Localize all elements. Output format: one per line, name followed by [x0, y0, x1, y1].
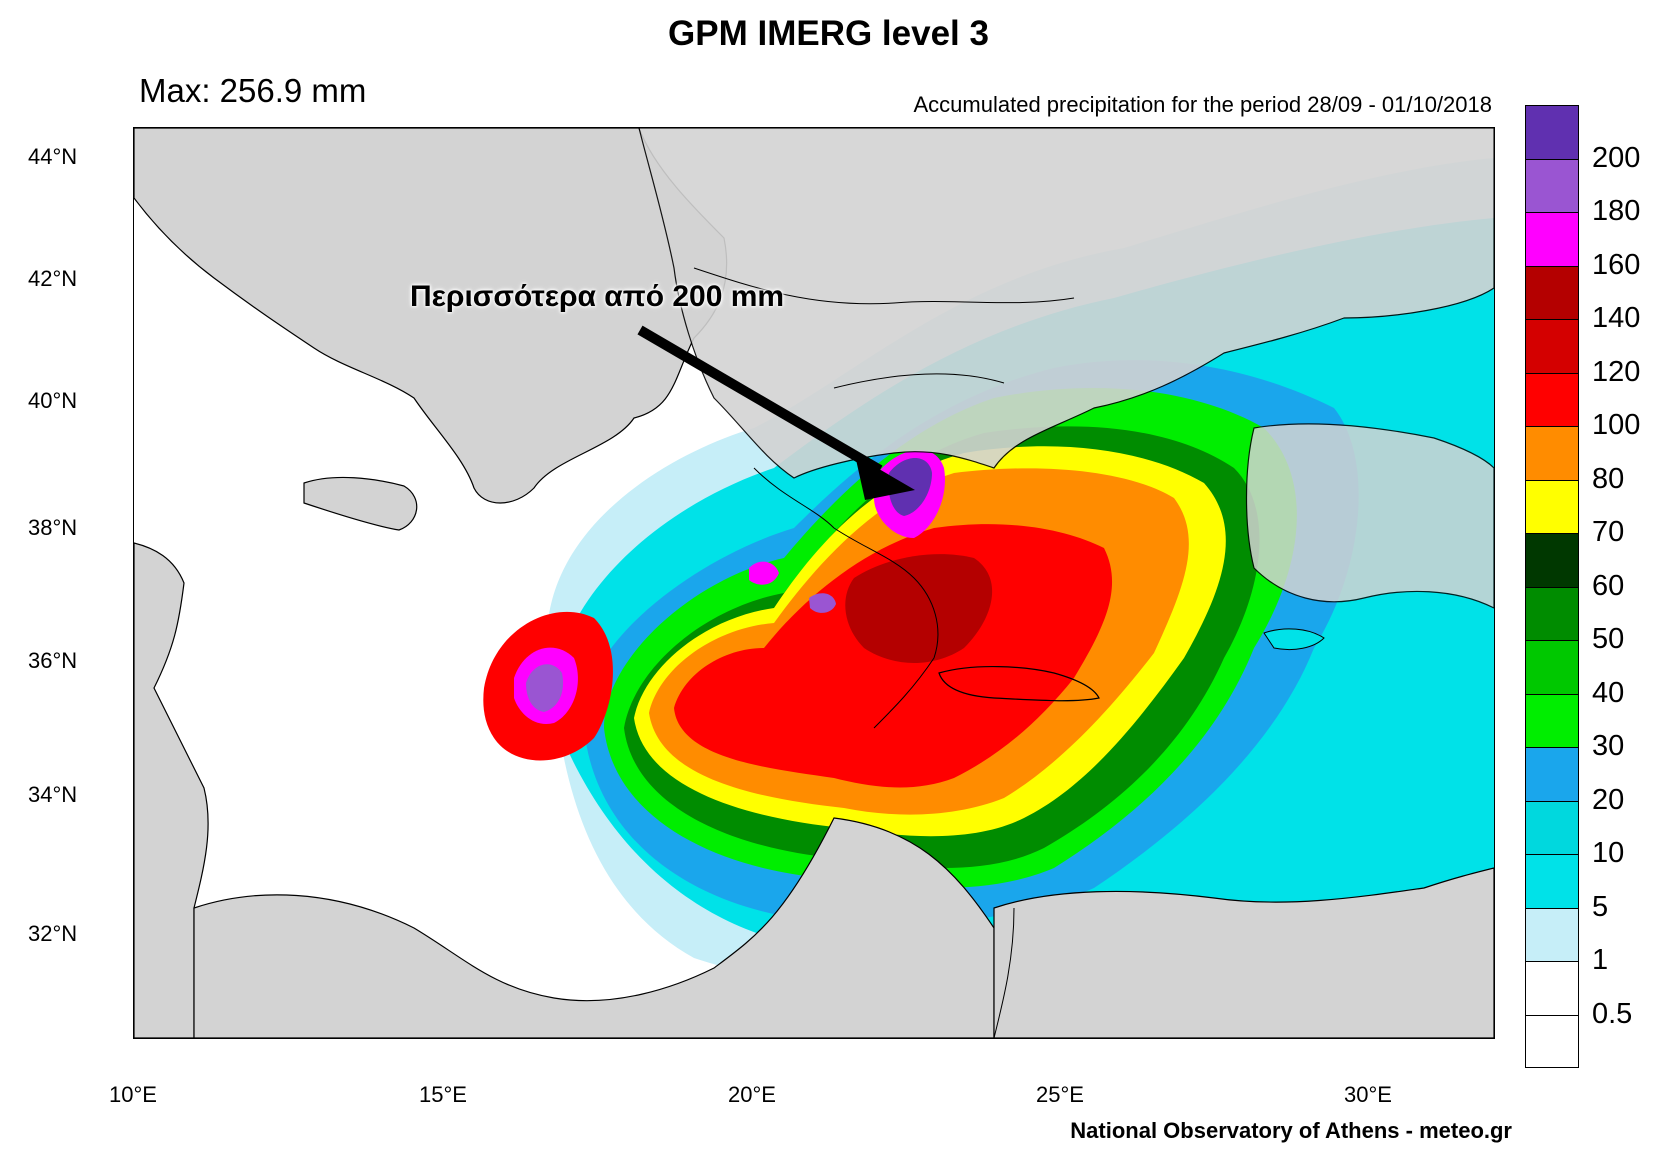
colorbar-swatch — [1525, 586, 1579, 640]
colorbar-tick-label: 60 — [1592, 569, 1625, 602]
lat-label: 34°N — [28, 782, 78, 807]
lat-label: 44°N — [28, 144, 78, 169]
precip-spot-purple — [809, 593, 836, 613]
land-turkey — [1245, 423, 1494, 609]
colorbar-tick-line — [1525, 1014, 1579, 1016]
colorbar-tick-line — [1525, 640, 1579, 641]
lon-label: 10°E — [109, 1082, 157, 1107]
precip-core-ionian-purple — [526, 664, 564, 712]
colorbar-tick-label: 20 — [1592, 783, 1625, 816]
colorbar-swatch — [1525, 1014, 1579, 1068]
colorbar-tick-label: 200 — [1592, 141, 1641, 174]
chart-title: GPM IMERG level 3 — [668, 14, 989, 53]
colorbar-tick-line — [1525, 961, 1579, 962]
colorbar-tick-label: 70 — [1592, 516, 1625, 548]
country-border — [993, 907, 1015, 1038]
colorbar-swatch — [1525, 212, 1579, 266]
colorbar-tick-label: 120 — [1592, 355, 1641, 388]
colorbar-swatch — [1525, 372, 1579, 426]
colorbar-tick-label: 100 — [1592, 409, 1641, 441]
colorbar-swatch — [1525, 265, 1579, 319]
colorbar-tick-line — [1525, 533, 1579, 534]
colorbar-swatch — [1525, 800, 1579, 854]
colorbar-tick-label: 40 — [1592, 676, 1625, 709]
period-label: Accumulated precipitation for the period… — [913, 92, 1493, 117]
country-border — [693, 267, 1075, 305]
colorbar-swatch — [1525, 640, 1579, 694]
colorbar-tick-label: 10 — [1592, 837, 1625, 869]
colorbar-swatch — [1525, 907, 1579, 961]
colorbar-swatch — [1525, 479, 1579, 533]
colorbar-tick-label: 80 — [1592, 462, 1625, 495]
colorbar-swatch — [1525, 319, 1579, 373]
precipitation-map — [134, 128, 1494, 1038]
lon-label: 20°E — [728, 1082, 776, 1107]
coastline — [753, 467, 939, 729]
colorbar-tick-label: 160 — [1592, 248, 1641, 281]
colorbar-swatch — [1525, 961, 1579, 1015]
land-crete — [938, 665, 1100, 702]
colorbar-tick-line — [1525, 747, 1579, 748]
credit-label: National Observatory of Athens - meteo.g… — [1070, 1118, 1512, 1143]
colorbar-tick-line — [1525, 854, 1579, 855]
colorbar-tick-line — [1525, 212, 1579, 213]
colorbar-tick-line — [1525, 319, 1579, 320]
max-label: Max: 256.9 mm — [139, 72, 367, 109]
colorbar-tick-line — [1525, 693, 1579, 695]
colorbar-tick-line — [1525, 907, 1579, 909]
land-italy — [134, 128, 728, 504]
annotation-label: Περισσότερα από 200 mm — [410, 280, 785, 313]
colorbar-tick-label: 180 — [1592, 195, 1641, 227]
colorbar-swatch — [1525, 533, 1579, 587]
land-tunisia — [134, 542, 209, 1038]
land-sicily — [303, 476, 418, 531]
colorbar-swatch — [1525, 747, 1579, 801]
colorbar-swatch — [1525, 426, 1579, 480]
colorbar-tick-line — [1525, 479, 1579, 481]
colorbar-swatch — [1525, 693, 1579, 747]
colorbar-swatch — [1525, 105, 1579, 159]
lon-label: 30°E — [1344, 1082, 1392, 1107]
colorbar-tick-line — [1525, 265, 1579, 267]
land-cyprus — [1263, 628, 1325, 651]
colorbar-tick-label: 5 — [1592, 890, 1609, 923]
colorbar-tick-label: 1 — [1592, 944, 1609, 976]
colorbar-swatch — [1525, 854, 1579, 908]
lat-label: 36°N — [28, 648, 78, 673]
precip-spot-magenta — [749, 561, 779, 585]
map-panel — [133, 127, 1495, 1039]
colorbar-tick-line — [1525, 586, 1579, 588]
lat-label: 42°N — [28, 266, 78, 291]
colorbar-tick-line — [1525, 426, 1579, 427]
land-egypt — [993, 867, 1494, 1038]
land-libya — [193, 817, 995, 1038]
lon-label: 25°E — [1036, 1082, 1084, 1107]
colorbar-tick-label: 140 — [1592, 302, 1641, 334]
colorbar-tick-line — [1525, 800, 1579, 802]
precip-field-140mm — [845, 554, 993, 663]
colorbar-tick-label: 0.5 — [1592, 997, 1633, 1030]
colorbar-tick-line — [1525, 158, 1579, 160]
colorbar-tick-line — [1525, 372, 1579, 374]
lat-label: 38°N — [28, 515, 78, 540]
colorbar-tick-label: 50 — [1592, 623, 1625, 655]
colorbar-swatch — [1525, 158, 1579, 212]
colorbar-tick-label: 30 — [1592, 730, 1625, 762]
lat-label: 40°N — [28, 388, 78, 413]
lat-label: 32°N — [28, 921, 78, 946]
lon-label: 15°E — [419, 1082, 467, 1107]
